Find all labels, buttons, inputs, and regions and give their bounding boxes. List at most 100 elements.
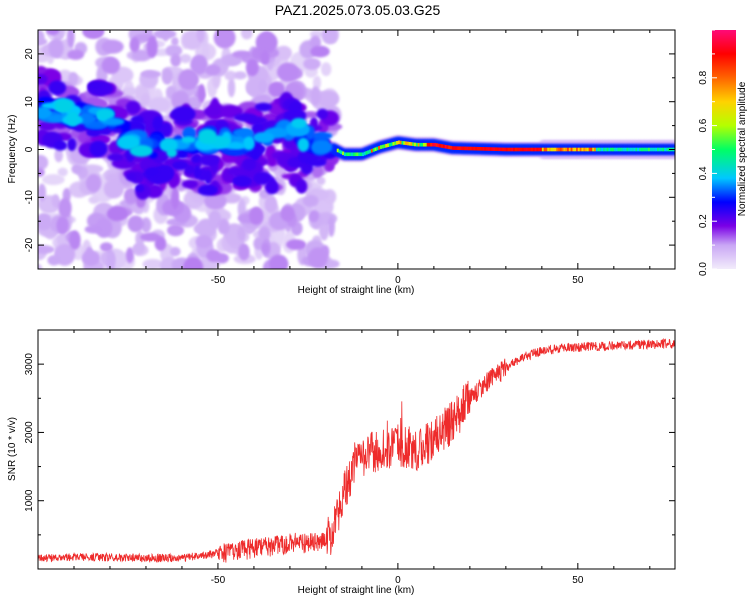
spectrogram-cell [653, 147, 656, 152]
spectrogram-cell [437, 143, 440, 148]
spectrogram-cell [588, 147, 591, 152]
spectrogram-cell [473, 146, 476, 151]
spectrogram-cell [310, 45, 330, 58]
spectrogram-cell [572, 147, 575, 152]
spectrogram-cell [286, 239, 307, 250]
spectrogram-cell [338, 149, 341, 154]
spectrogram-cell [240, 30, 253, 40]
spectrogram-cell [532, 147, 536, 152]
spectrogram-cell [513, 147, 516, 152]
spectrogram-cell [576, 147, 579, 152]
spectrogram-cell [307, 247, 328, 269]
spectrogram-cell [658, 147, 662, 152]
spectrogram-cell [170, 246, 181, 257]
spectrogram-cell [146, 36, 158, 59]
spectrogram-cell [265, 180, 279, 195]
spectrogram-cell [123, 187, 139, 205]
spectrogram-cell [38, 121, 57, 131]
spectrogram-cell [261, 242, 270, 254]
spectrogram-cell [421, 142, 424, 147]
colorbar-tick-label: 0.4 [698, 166, 709, 180]
spectrogram-cell [630, 147, 633, 152]
spectrogram-cell [48, 80, 67, 96]
spectrogram-cell [475, 146, 478, 151]
spectrogram-cell [374, 147, 377, 152]
spectrogram-cell [179, 53, 192, 64]
spectrogram-cell [561, 147, 564, 152]
spectrogram-cell [667, 147, 671, 152]
spectrogram-x-tick-label: 0 [395, 275, 401, 286]
spectrogram-cell [280, 205, 295, 222]
spectrogram-cell [394, 141, 397, 146]
spectrogram-cell [460, 146, 464, 151]
spectrogram-cell [469, 146, 473, 151]
spectrogram-cell [56, 216, 69, 235]
spectrogram-cell [540, 147, 543, 152]
spectrogram-cell [666, 147, 669, 152]
spectrogram-cell [101, 117, 125, 126]
spectrogram-x-axis-label: Height of straight line (km) [298, 285, 415, 296]
spectrogram-cell [320, 62, 332, 77]
spectrogram-cell [345, 152, 348, 157]
spectrogram-cell [417, 142, 420, 147]
spectrogram-cell [415, 142, 419, 147]
spectrogram-cell [125, 172, 137, 182]
spectrogram-cell [531, 147, 534, 152]
spectrogram-cell [577, 147, 581, 152]
spectrogram-cell [190, 54, 208, 75]
spectrogram-cell [491, 147, 494, 151]
spectrogram-y-axis-label: Frequency (Hz) [7, 115, 18, 184]
spectrogram-cell [297, 137, 310, 152]
spectrogram-cell [258, 226, 271, 242]
spectrogram-cell [51, 194, 60, 208]
spectrogram-cell [41, 174, 65, 186]
spectrogram-cell [81, 250, 101, 266]
spectrogram-cell [637, 147, 640, 152]
spectrogram-cell [343, 152, 347, 157]
spectrogram-cell [525, 147, 528, 152]
spectrogram-cell [435, 143, 438, 147]
spectrogram-cell [133, 242, 146, 255]
spectrogram-cell [444, 144, 447, 149]
spectrogram-cell [432, 142, 435, 147]
spectrogram-cell [405, 141, 408, 146]
spectrogram-cell [351, 152, 354, 157]
spectrogram-cell [232, 50, 251, 59]
spectrogram-cell [466, 146, 469, 151]
spectrogram-cell [303, 57, 321, 70]
spectrogram-cell [232, 128, 254, 138]
spectrogram-cell [196, 30, 205, 43]
spectrogram-cell [554, 147, 557, 152]
spectrogram-cell [642, 147, 645, 152]
spectrogram-cell [71, 164, 83, 175]
spectrogram-cell [95, 217, 113, 238]
spectrogram-cell [99, 242, 113, 252]
spectrogram-cell [352, 152, 356, 157]
spectrogram-cell [361, 152, 365, 157]
spectrogram-cell [644, 147, 647, 152]
spectrogram-cell [590, 147, 593, 152]
spectrogram-cell [170, 53, 182, 67]
spectrogram-cell [312, 132, 333, 140]
spectrogram-cell [412, 142, 415, 147]
spectrogram-cell [426, 142, 429, 147]
spectrogram-cell [130, 115, 144, 124]
spectrogram-cell [428, 142, 431, 147]
spectrogram-cell [54, 148, 64, 163]
spectrogram-cell [125, 100, 141, 115]
spectrogram-cell [253, 131, 275, 144]
spectrogram-cell [505, 147, 509, 152]
spectrogram-cell [547, 147, 550, 152]
spectrogram-cell [253, 171, 273, 185]
spectrogram-cell [639, 147, 642, 152]
spectrogram-cell [131, 49, 152, 62]
spectrogram-cell [201, 43, 210, 59]
spectrogram-cell [410, 142, 413, 146]
spectrogram-cell [325, 162, 335, 172]
spectrogram-cell [197, 184, 218, 196]
spectrogram-cell [648, 147, 651, 152]
spectrogram-cell [247, 116, 268, 125]
spectrogram-cell [145, 184, 163, 199]
spectrogram-cell [38, 263, 43, 269]
spectrogram-cell [47, 254, 61, 266]
